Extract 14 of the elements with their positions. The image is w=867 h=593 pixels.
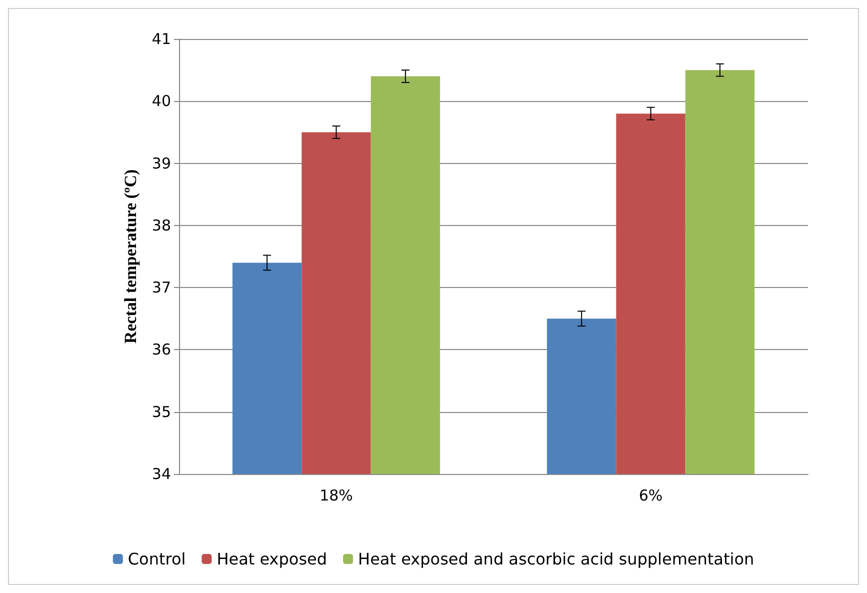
y-tick-label: 39 — [152, 154, 171, 172]
legend-label: Heat exposed and ascorbic acid supplementation — [358, 550, 754, 568]
y-tick-label: 38 — [152, 216, 171, 234]
legend-label: Heat exposed — [216, 550, 328, 568]
x-tick-label: 18% — [320, 486, 353, 504]
y-tick-label: 36 — [152, 340, 171, 359]
legend-label: Control — [128, 550, 186, 568]
x-tick-label: 6% — [638, 486, 663, 504]
y-tick-label: 37 — [152, 278, 171, 297]
y-tick-label: 41 — [152, 30, 171, 48]
y-tick-label: 40 — [152, 92, 171, 110]
y-axis-title: Rectal temperature (ºC) — [121, 169, 140, 344]
y-tick-label: 35 — [152, 402, 171, 421]
y-tick-label: 34 — [152, 465, 171, 483]
